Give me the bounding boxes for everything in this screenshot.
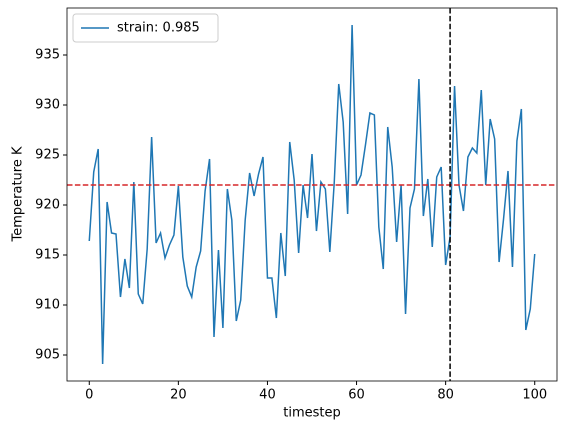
- y-tick-label: 915: [35, 248, 60, 263]
- y-tick-label: 935: [35, 48, 60, 63]
- line: [88, 24, 536, 365]
- y-axis-label: Temperature K: [11, 146, 26, 242]
- x-tick-label: 80: [437, 388, 454, 403]
- y-tick-label: 920: [35, 198, 60, 213]
- legend-box: [72, 13, 219, 43]
- y-tick-label: 910: [35, 298, 60, 313]
- x-tick-label: 60: [348, 388, 365, 403]
- x-tick-label: 20: [170, 388, 187, 403]
- y-tick-label: 925: [35, 148, 60, 163]
- x-tick-label: 0: [85, 388, 93, 403]
- x-tick-label: 100: [522, 388, 547, 403]
- x-tick-label: 40: [259, 388, 276, 403]
- legend-label: strain: 0.985: [117, 21, 200, 36]
- plot-frame: [66, 7, 558, 382]
- y-tick-label: 930: [35, 98, 60, 113]
- y-tick-label: 905: [35, 348, 60, 363]
- x-axis-label: timestep: [283, 406, 341, 421]
